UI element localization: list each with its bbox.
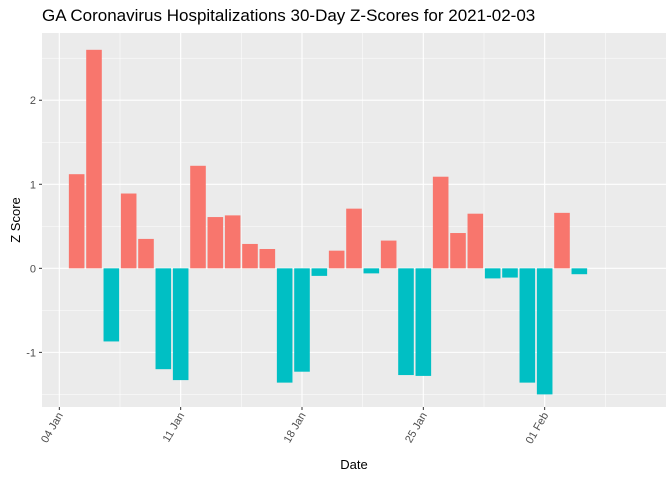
bar (502, 268, 518, 278)
bar (380, 240, 397, 269)
bar (467, 213, 484, 269)
bar (68, 174, 85, 269)
x-tick-label: 11 Jan (161, 411, 188, 445)
x-axis-title: Date (340, 457, 367, 472)
bar (554, 212, 570, 269)
bar (450, 233, 466, 269)
bar (138, 238, 154, 269)
bar (86, 49, 102, 269)
y-axis-title: Z Score (8, 197, 23, 243)
y-axis: -1 0 1 2 (26, 95, 42, 359)
bar (294, 268, 310, 372)
bar (190, 165, 206, 269)
y-tick-label: 0 (30, 263, 36, 275)
bar (224, 215, 241, 269)
x-tick-label: 01 Feb (524, 411, 552, 447)
bar (346, 208, 362, 269)
bar (311, 268, 328, 276)
bar (415, 268, 432, 376)
x-tick-label: 18 Jan (282, 411, 309, 446)
bar (172, 268, 189, 381)
chart-title: GA Coronavirus Hospitalizations 30-Day Z… (42, 6, 535, 25)
y-tick-label: -1 (26, 347, 36, 359)
bar (155, 268, 172, 370)
bar (398, 268, 414, 376)
bar (276, 268, 293, 383)
y-tick-label: 2 (30, 95, 36, 107)
bar (536, 268, 553, 395)
bar (519, 268, 536, 383)
bar (571, 268, 588, 275)
bar (242, 243, 258, 269)
bar (259, 248, 276, 269)
bar (328, 250, 345, 269)
bar (207, 217, 224, 269)
bar (484, 268, 501, 279)
x-tick-label: 04 Jan (39, 411, 66, 446)
bar (103, 268, 120, 342)
bar (120, 193, 137, 269)
x-axis: 04 Jan 11 Jan 18 Jan 25 Jan 01 Feb (39, 407, 551, 446)
x-tick-label: 25 Jan (403, 411, 430, 446)
bar (363, 268, 380, 274)
bars (68, 49, 588, 395)
y-tick-label: 1 (30, 179, 36, 191)
bar (432, 176, 449, 269)
